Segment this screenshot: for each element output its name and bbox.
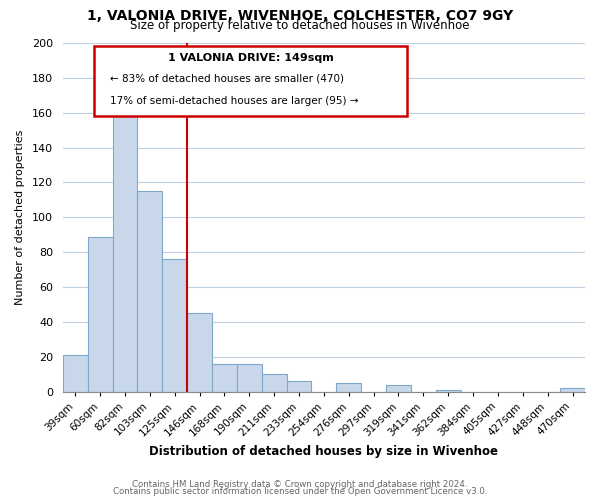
Bar [287, 381, 311, 392]
Text: 17% of semi-detached houses are larger (95) →: 17% of semi-detached houses are larger (… [110, 96, 358, 106]
Bar [88, 236, 113, 392]
Bar [386, 384, 411, 392]
Bar [337, 383, 361, 392]
Bar [63, 355, 88, 392]
Text: ← 83% of detached houses are smaller (470): ← 83% of detached houses are smaller (47… [110, 73, 344, 83]
FancyBboxPatch shape [94, 46, 407, 116]
Text: Size of property relative to detached houses in Wivenhoe: Size of property relative to detached ho… [130, 19, 470, 32]
Text: 1, VALONIA DRIVE, WIVENHOE, COLCHESTER, CO7 9GY: 1, VALONIA DRIVE, WIVENHOE, COLCHESTER, … [87, 9, 513, 23]
Text: 1 VALONIA DRIVE: 149sqm: 1 VALONIA DRIVE: 149sqm [168, 54, 334, 64]
Text: Contains HM Land Registry data © Crown copyright and database right 2024.: Contains HM Land Registry data © Crown c… [132, 480, 468, 489]
Bar [113, 100, 137, 392]
Text: Contains public sector information licensed under the Open Government Licence v3: Contains public sector information licen… [113, 488, 487, 496]
Bar [560, 388, 585, 392]
Bar [237, 364, 262, 392]
Bar [262, 374, 287, 392]
Y-axis label: Number of detached properties: Number of detached properties [15, 130, 25, 305]
Bar [436, 390, 461, 392]
X-axis label: Distribution of detached houses by size in Wivenhoe: Distribution of detached houses by size … [149, 444, 499, 458]
Bar [162, 259, 187, 392]
Bar [212, 364, 237, 392]
Bar [187, 313, 212, 392]
Bar [137, 191, 162, 392]
